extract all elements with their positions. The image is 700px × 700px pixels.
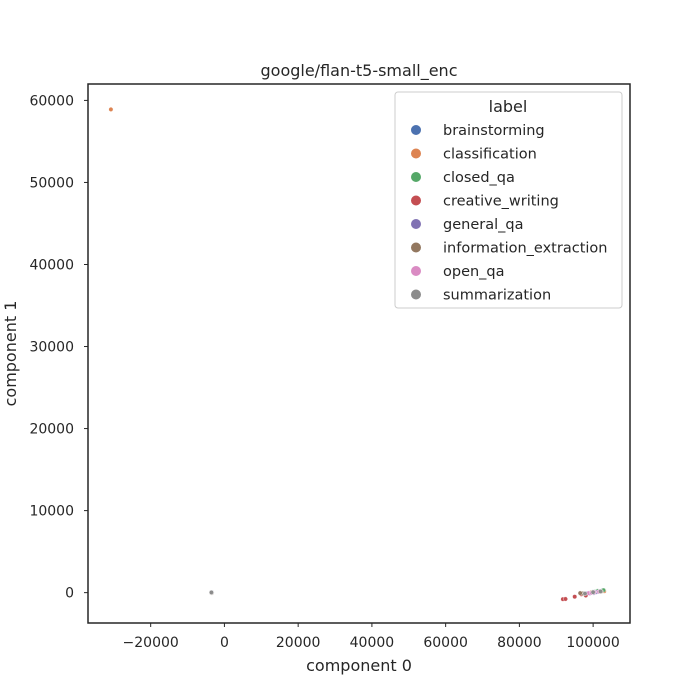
legend-marker-classification xyxy=(411,148,421,159)
x-tick-label: 80000 xyxy=(497,635,542,651)
legend-frame xyxy=(394,91,623,309)
x-tick-label: −20000 xyxy=(123,635,179,651)
y-tick-label: 60000 xyxy=(29,93,74,109)
legend-marker-information_extraction xyxy=(411,242,421,253)
legend-label-closed_qa: closed_qa xyxy=(443,170,515,186)
point-summarization-5 xyxy=(582,591,588,596)
legend-label-open_qa: open_qa xyxy=(443,264,505,280)
x-tick-label: 20000 xyxy=(276,635,321,651)
y-axis-label: component 1 xyxy=(1,301,20,407)
point-creative_writing-2 xyxy=(563,596,568,602)
y-tick-label: 20000 xyxy=(29,422,74,438)
legend-marker-creative_writing xyxy=(411,195,421,206)
legend-marker-brainstorming xyxy=(411,125,421,135)
point-information_extraction-2 xyxy=(577,590,583,596)
x-tick-label: 60000 xyxy=(423,635,468,651)
point-creative_writing-3 xyxy=(572,594,578,600)
legend-label-creative_writing: creative_writing xyxy=(443,194,559,210)
legend-label-information_extraction: information_extraction xyxy=(443,241,607,257)
chart-title: google/flan-t5-small_enc xyxy=(261,61,458,81)
legend-label-summarization: summarization xyxy=(443,288,551,304)
legend: label brainstorming classification closed_… xyxy=(394,91,623,309)
point-classification-0 xyxy=(108,107,114,112)
y-tick-label: 30000 xyxy=(29,340,74,356)
point-summarization-4 xyxy=(598,589,603,594)
x-axis-label: component 0 xyxy=(306,656,412,675)
legend-label-classification: classification xyxy=(443,147,537,163)
x-tick-label: 0 xyxy=(220,635,229,651)
y-tick-label: 0 xyxy=(65,586,74,602)
y-tick-label: 10000 xyxy=(29,504,74,520)
x-axis-ticks: −20000 0 20000 40000 60000 80000 100000 xyxy=(123,623,620,651)
y-axis-ticks: 0 10000 20000 30000 40000 50000 60000 xyxy=(29,93,88,602)
x-tick-label: 40000 xyxy=(350,635,395,651)
y-tick-label: 50000 xyxy=(29,175,74,191)
point-summarization-3 xyxy=(590,589,596,595)
y-tick-label: 40000 xyxy=(29,257,74,273)
legend-label-brainstorming: brainstorming xyxy=(443,123,545,139)
legend-title: label xyxy=(489,97,528,116)
legend-marker-general_qa xyxy=(411,219,421,229)
legend-marker-summarization xyxy=(411,289,421,300)
plot-frame xyxy=(87,83,631,624)
legend-marker-open_qa xyxy=(411,266,421,276)
x-tick-label: 100000 xyxy=(566,635,619,651)
data-points xyxy=(108,107,607,602)
legend-marker-closed_qa xyxy=(411,172,421,182)
legend-label-general_qa: general_qa xyxy=(443,217,523,233)
point-summarization-2 xyxy=(208,590,214,595)
